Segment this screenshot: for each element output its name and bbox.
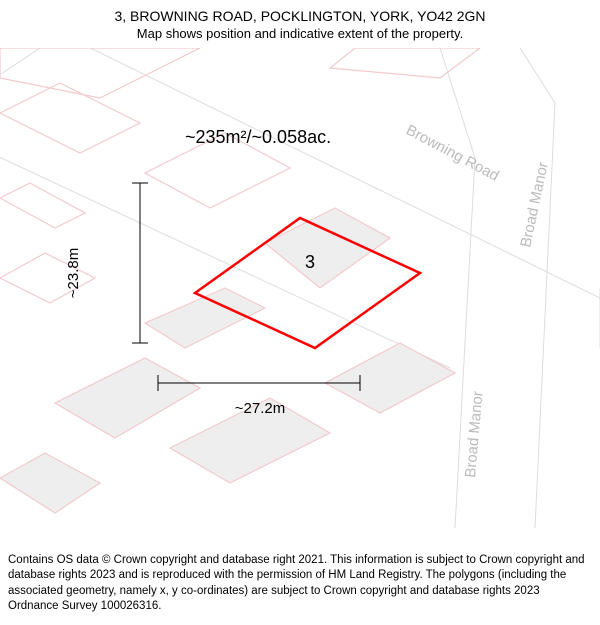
map-area: Browning RoadBroad ManorBroad Manor~235m… — [0, 48, 600, 528]
page-subtitle: Map shows position and indicative extent… — [10, 26, 590, 41]
page-title: 3, BROWNING ROAD, POCKLINGTON, YORK, YO4… — [10, 8, 590, 24]
dim-horizontal-label: ~27.2m — [235, 400, 285, 417]
footer-attribution: Contains OS data © Crown copyright and d… — [0, 546, 600, 625]
plot-number: 3 — [305, 252, 315, 272]
dim-vertical-label: ~23.8m — [65, 248, 82, 298]
header: 3, BROWNING ROAD, POCKLINGTON, YORK, YO4… — [0, 0, 600, 45]
map-svg: Browning RoadBroad ManorBroad Manor~235m… — [0, 48, 600, 528]
area-label: ~235m²/~0.058ac. — [185, 127, 331, 147]
